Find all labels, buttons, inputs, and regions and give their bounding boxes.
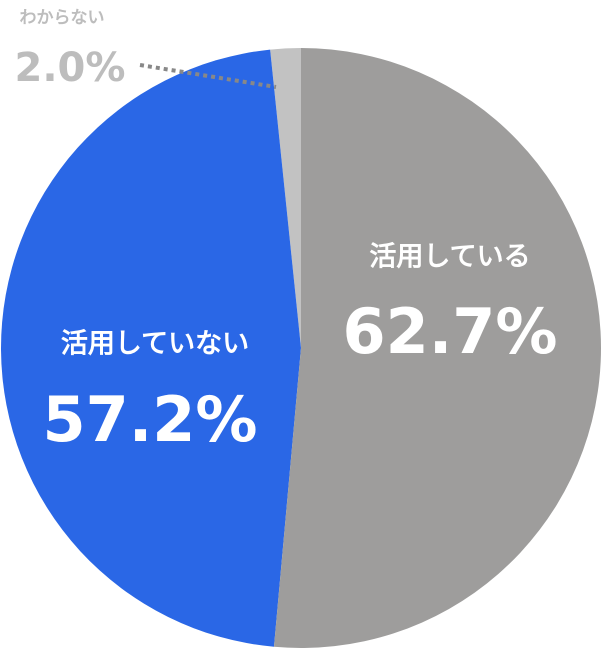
slice-label: 活用している xyxy=(369,242,530,273)
pie-slice xyxy=(273,48,601,648)
slice-label: 活用していない xyxy=(61,329,249,360)
value-label: 57.2% xyxy=(42,383,257,456)
value-label: 62.7% xyxy=(342,295,557,368)
leader-line xyxy=(139,63,277,89)
pie-slice xyxy=(270,48,301,348)
value-label: 2.0% xyxy=(15,45,126,91)
slice-label: わからない xyxy=(20,8,105,28)
pie-slice xyxy=(0,49,302,647)
